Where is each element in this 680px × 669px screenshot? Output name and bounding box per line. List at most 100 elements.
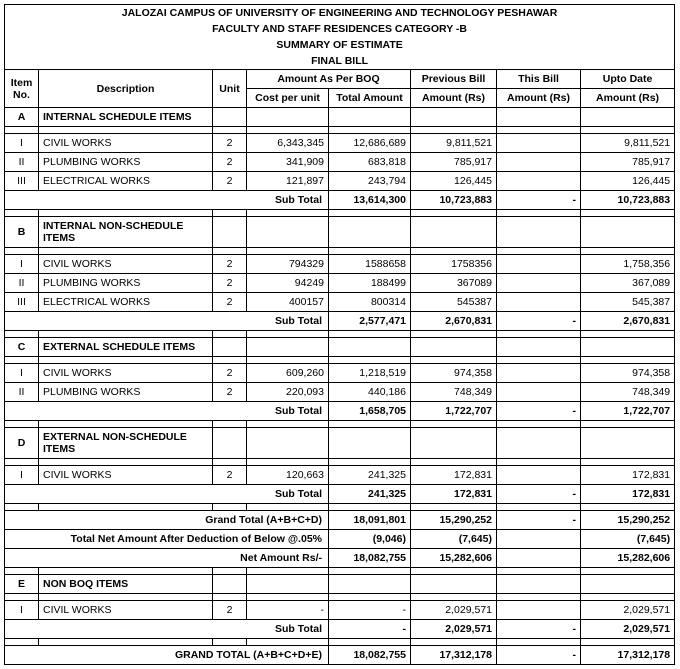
section-id: D	[5, 428, 39, 459]
subtotal-tot: -	[329, 620, 411, 639]
subtotal-upto: 2,670,831	[581, 312, 675, 331]
row-upto: 974,358	[581, 364, 675, 383]
row-unit: 2	[213, 383, 247, 402]
table-row: ICIVIL WORKS2120,663241,325172,831172,83…	[5, 466, 675, 485]
grand-total-abcd-upto: 15,290,252	[581, 511, 675, 530]
row-prev: 748,349	[411, 383, 497, 402]
row-desc: PLUMBING WORKS	[39, 383, 213, 402]
row-total: 241,325	[329, 466, 411, 485]
row-this	[497, 255, 581, 274]
row-desc: PLUMBING WORKS	[39, 274, 213, 293]
grand-total-abcd-label: Grand Total (A+B+C+D)	[5, 511, 329, 530]
row-unit: 2	[213, 364, 247, 383]
col-this-bill: This Bill	[497, 70, 581, 89]
section-title: INTERNAL NON-SCHEDULE ITEMS	[39, 217, 213, 248]
row-upto: 748,349	[581, 383, 675, 402]
row-cpu: 341,909	[247, 153, 329, 172]
table-row: ICIVIL WORKS2794329158865817583561,758,3…	[5, 255, 675, 274]
subtotal-label: Sub Total	[5, 191, 329, 210]
grand-total-abcd-tot: 18,091,801	[329, 511, 411, 530]
section-title: EXTERNAL SCHEDULE ITEMS	[39, 338, 213, 357]
row-cpu: 94249	[247, 274, 329, 293]
row-total: 188499	[329, 274, 411, 293]
row-no: I	[5, 466, 39, 485]
col-upto-date: Upto Date	[581, 70, 675, 89]
row-cpu: 6,343,345	[247, 134, 329, 153]
row-prev: 974,358	[411, 364, 497, 383]
row-this	[497, 601, 581, 620]
net-deduction-tot: (9,046)	[329, 530, 411, 549]
col-this-amount: Amount (Rs)	[497, 89, 581, 108]
subtotal-this: -	[497, 485, 581, 504]
row-desc: ELECTRICAL WORKS	[39, 293, 213, 312]
row-this	[497, 293, 581, 312]
row-this	[497, 274, 581, 293]
col-amount-boq: Amount As Per BOQ	[247, 70, 411, 89]
grand-total-all-prev: 17,312,178	[411, 646, 497, 665]
row-no: I	[5, 364, 39, 383]
row-cpu: 794329	[247, 255, 329, 274]
subtotal-tot: 2,577,471	[329, 312, 411, 331]
row-this	[497, 364, 581, 383]
net-deduction-label: Total Net Amount After Deduction of Belo…	[5, 530, 329, 549]
net-amount-this	[497, 549, 581, 568]
title-line-3: SUMMARY OF ESTIMATE	[5, 37, 675, 53]
row-unit: 2	[213, 274, 247, 293]
row-this	[497, 383, 581, 402]
row-upto: 785,917	[581, 153, 675, 172]
subtotal-upto: 2,029,571	[581, 620, 675, 639]
section-id: E	[5, 575, 39, 594]
col-item-no: Item No.	[5, 70, 39, 108]
subtotal-this: -	[497, 191, 581, 210]
row-prev: 172,831	[411, 466, 497, 485]
section-title: EXTERNAL NON-SCHEDULE ITEMS	[39, 428, 213, 459]
subtotal-prev: 2,670,831	[411, 312, 497, 331]
col-description: Description	[39, 70, 213, 108]
subtotal-this: -	[497, 402, 581, 421]
row-unit: 2	[213, 466, 247, 485]
subtotal-upto: 1,722,707	[581, 402, 675, 421]
row-desc: CIVIL WORKS	[39, 601, 213, 620]
row-total: 800314	[329, 293, 411, 312]
row-upto: 2,029,571	[581, 601, 675, 620]
row-total: 1,218,519	[329, 364, 411, 383]
grand-total-all-this: -	[497, 646, 581, 665]
subtotal-tot: 13,614,300	[329, 191, 411, 210]
row-upto: 172,831	[581, 466, 675, 485]
row-cpu: -	[247, 601, 329, 620]
row-upto: 126,445	[581, 172, 675, 191]
row-desc: PLUMBING WORKS	[39, 153, 213, 172]
section-id: A	[5, 108, 39, 127]
subtotal-label: Sub Total	[5, 485, 329, 504]
row-prev: 1758356	[411, 255, 497, 274]
subtotal-prev: 10,723,883	[411, 191, 497, 210]
subtotal-label: Sub Total	[5, 620, 329, 639]
net-amount-prev: 15,282,606	[411, 549, 497, 568]
row-no: I	[5, 601, 39, 620]
row-cpu: 121,897	[247, 172, 329, 191]
table-row: ICIVIL WORKS26,343,34512,686,6899,811,52…	[5, 134, 675, 153]
row-no: III	[5, 172, 39, 191]
col-upto-amount: Amount (Rs)	[581, 89, 675, 108]
subtotal-tot: 1,658,705	[329, 402, 411, 421]
section-title: INTERNAL SCHEDULE ITEMS	[39, 108, 213, 127]
subtotal-prev: 172,831	[411, 485, 497, 504]
table-row: IIPLUMBING WORKS2341,909683,818785,91778…	[5, 153, 675, 172]
row-prev: 545387	[411, 293, 497, 312]
row-total: 243,794	[329, 172, 411, 191]
row-upto: 367,089	[581, 274, 675, 293]
row-total: 683,818	[329, 153, 411, 172]
row-cpu: 120,663	[247, 466, 329, 485]
grand-total-abcd-prev: 15,290,252	[411, 511, 497, 530]
section-id: C	[5, 338, 39, 357]
net-deduction-prev: (7,645)	[411, 530, 497, 549]
subtotal-prev: 2,029,571	[411, 620, 497, 639]
subtotal-tot: 241,325	[329, 485, 411, 504]
row-no: II	[5, 274, 39, 293]
row-unit: 2	[213, 172, 247, 191]
subtotal-upto: 172,831	[581, 485, 675, 504]
row-no: II	[5, 383, 39, 402]
col-previous-bill: Previous Bill	[411, 70, 497, 89]
row-total: 12,686,689	[329, 134, 411, 153]
subtotal-label: Sub Total	[5, 312, 329, 331]
